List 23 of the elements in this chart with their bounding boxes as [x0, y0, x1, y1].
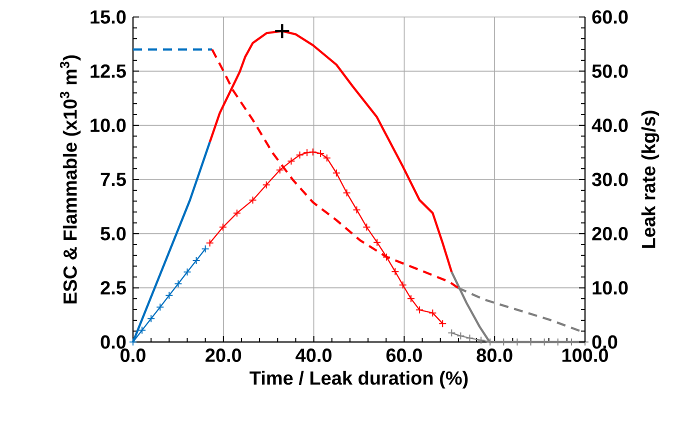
y2-tick-label: 20.0 [592, 226, 628, 240]
y-tick-label: 7.5 [100, 172, 126, 186]
y-tick-label: 2.5 [100, 281, 126, 295]
x-tick-label: 100.0 [562, 348, 608, 362]
y-tick-label: 15.0 [90, 10, 126, 24]
y2-tick-label: 60.0 [592, 10, 628, 24]
x-tick-label: 0.0 [120, 348, 146, 362]
y2-axis-title: Leak rate (kg/s) [641, 110, 660, 248]
y-tick-label: 12.5 [90, 64, 126, 78]
x-axis-title: Time / Leak duration (%) [250, 370, 468, 389]
y-axis-title: ESC & Flammable (x10$^{3}$ m$^{3}$) [60, 55, 81, 304]
y2-tick-label: 10.0 [592, 281, 628, 295]
x-tick-label: 20.0 [206, 348, 242, 362]
y2-tick-label: 40.0 [592, 118, 628, 132]
x-tick-label: 40.0 [296, 348, 332, 362]
x-tick-label: 80.0 [476, 348, 512, 362]
y-tick-label: 5.0 [100, 226, 126, 240]
y-tick-label: 0.0 [100, 335, 126, 349]
y2-tick-label: 50.0 [592, 64, 628, 78]
y2-tick-label: 0.0 [592, 335, 618, 349]
y2-tick-label: 30.0 [592, 172, 628, 186]
x-tick-label: 60.0 [386, 348, 422, 362]
y-tick-label: 10.0 [90, 118, 126, 132]
